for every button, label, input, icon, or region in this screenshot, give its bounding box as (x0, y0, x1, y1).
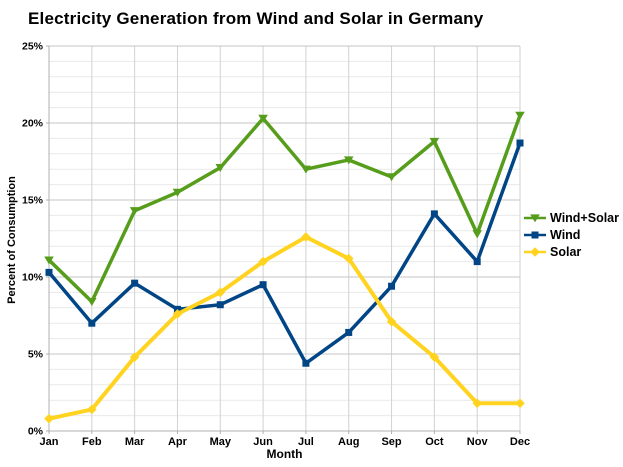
series-marker-wind-solar (44, 256, 54, 265)
series-marker-wind (131, 279, 139, 287)
series-line-wind (47, 142, 522, 366)
series-marker-wind-solar (215, 164, 226, 173)
series-marker-wind-solar (343, 156, 354, 165)
legend-label-solar: Solar (550, 244, 582, 259)
series-marker-solar (429, 352, 440, 362)
legend-marker-solar (524, 246, 546, 257)
series-marker-solar (44, 413, 54, 424)
series-marker-solar (172, 309, 183, 319)
triangle-down-icon (530, 213, 540, 222)
series-marker-wind (430, 210, 438, 218)
series-marker-wind-solar (87, 298, 97, 307)
series-marker-solar (515, 398, 525, 409)
y-tick-label: 10% (22, 272, 44, 284)
square-icon (531, 231, 539, 238)
chart-title: Electricity Generation from Wind and Sol… (28, 9, 484, 28)
legend-item-solar: Solar (524, 243, 619, 260)
series-marker-wind-solar (386, 173, 397, 182)
series-marker-solar (472, 398, 482, 409)
x-tick-label-aug: Aug (338, 436, 359, 448)
x-tick-label-apr: Apr (168, 436, 188, 448)
series-marker-wind (302, 359, 310, 367)
x-tick-label-oct: Oct (425, 436, 444, 448)
series-marker-wind-solar (172, 188, 183, 197)
series-marker-solar (129, 352, 140, 362)
series-marker-solar (343, 253, 354, 264)
series-marker-solar (386, 316, 397, 327)
x-tick-label-mar: Mar (125, 436, 145, 448)
legend-item-wind-solar: Wind+Solar (524, 209, 619, 226)
x-tick-label-feb: Feb (82, 436, 102, 448)
x-tick-label-jun: Jun (253, 436, 273, 448)
series-marker-wind-solar (515, 111, 525, 120)
series-line-wind-solar (47, 114, 522, 305)
legend-label-wind: Wind (550, 227, 581, 242)
legend-marker-wind-solar (524, 213, 546, 222)
series-marker-wind (345, 328, 353, 336)
x-tick-label-jan: Jan (40, 436, 59, 448)
series-marker-wind-solar (258, 114, 268, 123)
series-marker-wind (259, 281, 267, 289)
x-tick-label-nov: Nov (467, 436, 489, 448)
series-marker-solar (87, 404, 97, 415)
diamond-icon (530, 246, 540, 257)
series-marker-wind (473, 258, 481, 266)
series-marker-solar (215, 287, 226, 298)
series-line-solar (48, 234, 520, 421)
series-marker-wind-solar (472, 230, 482, 239)
series-marker-solar (301, 232, 311, 242)
series-marker-wind (388, 282, 396, 290)
y-tick-label: 15% (22, 195, 44, 207)
series-marker-wind-solar (129, 207, 140, 216)
series-marker-wind (516, 139, 524, 147)
x-tick-label-dec: Dec (510, 436, 530, 448)
y-tick-label: 20% (22, 118, 44, 130)
x-tick-label-sep: Sep (381, 436, 401, 448)
series-marker-wind (45, 268, 53, 276)
series-marker-wind (88, 319, 96, 327)
legend-item-wind: Wind (524, 226, 619, 243)
legend-marker-wind (524, 231, 546, 238)
y-tick-label: 25% (22, 41, 44, 53)
legend: Wind+Solar Wind Solar (524, 209, 619, 260)
series-marker-wind-solar (429, 137, 440, 146)
x-tick-label-jul: Jul (298, 436, 314, 448)
series-marker-wind-solar (301, 165, 311, 174)
series-marker-wind (216, 301, 224, 309)
y-tick-label: 5% (28, 349, 44, 361)
legend-label-wind-solar: Wind+Solar (550, 210, 619, 225)
x-axis-title: Month (266, 447, 303, 461)
y-tick-label: 0% (28, 426, 44, 438)
x-tick-label-may: May (210, 436, 232, 448)
series-marker-solar (258, 256, 268, 267)
